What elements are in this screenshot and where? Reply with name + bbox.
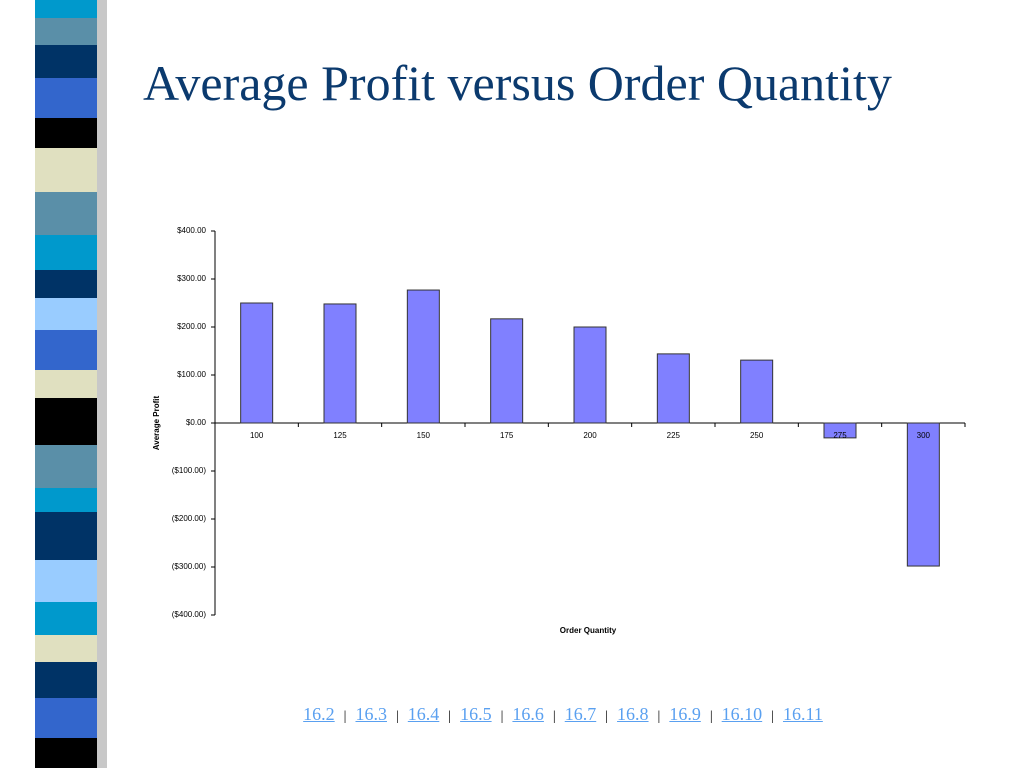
bar [573, 326, 607, 424]
bar [740, 359, 774, 424]
y-tick-label: ($400.00) [172, 610, 207, 619]
slide-title: Average Profit versus Order Quantity [143, 55, 892, 111]
bar [240, 302, 274, 424]
bar [823, 422, 857, 439]
bar [490, 318, 524, 424]
nav-link[interactable]: 16.8 [617, 704, 649, 724]
nav-link[interactable]: 16.5 [460, 704, 492, 724]
nav-separator: | [709, 709, 713, 724]
x-tick-label: 100 [250, 431, 264, 440]
y-tick-label: $300.00 [177, 274, 206, 283]
nav-link[interactable]: 16.3 [355, 704, 387, 724]
nav-separator: | [552, 709, 556, 724]
x-tick-label: 125 [333, 431, 347, 440]
x-tick-label: 275 [833, 431, 847, 440]
y-tick-label: $100.00 [177, 370, 206, 379]
x-tick-label: 200 [583, 431, 597, 440]
nav-separator: | [448, 709, 452, 724]
y-tick-label: ($200.00) [172, 514, 207, 523]
bar [656, 353, 690, 424]
y-axis-label: Average Profit [152, 395, 161, 450]
nav-separator: | [395, 709, 399, 724]
bar [406, 289, 440, 424]
x-tick-label: 175 [500, 431, 514, 440]
x-tick-label: 150 [417, 431, 431, 440]
nav-link[interactable]: 16.6 [512, 704, 544, 724]
nav-separator: | [605, 709, 609, 724]
nav-link[interactable]: 16.10 [721, 704, 763, 724]
y-tick-label: ($300.00) [172, 562, 207, 571]
nav-separator: | [771, 709, 774, 724]
nav-separator: | [500, 709, 504, 724]
bar [323, 303, 357, 424]
x-axis-label: Order Quantity [560, 626, 617, 635]
x-tick-label: 300 [917, 431, 931, 440]
nav-link[interactable]: 16.7 [564, 704, 597, 724]
x-tick-label: 225 [667, 431, 681, 440]
nav-bar: 16.2 | 16.3 | 16.4 | 16.5 | 16.6 | 16.7 | 16.8 | 16.9 |… [130, 704, 996, 725]
x-tick-label: 250 [750, 431, 764, 440]
nav-separator: | [657, 709, 661, 724]
decor-stripe [35, 0, 107, 768]
bar [906, 422, 940, 567]
nav-link[interactable]: 16.11 [782, 704, 823, 724]
y-tick-label: $400.00 [177, 226, 206, 235]
nav-link[interactable]: 16.4 [407, 704, 440, 724]
nav-link[interactable]: 16.2 [303, 704, 335, 724]
nav-link[interactable]: 16.9 [669, 704, 701, 724]
y-tick-label: ($100.00) [172, 466, 207, 475]
nav-separator: | [343, 709, 347, 724]
y-tick-label: $0.00 [186, 418, 207, 427]
y-tick-label: $200.00 [177, 322, 206, 331]
